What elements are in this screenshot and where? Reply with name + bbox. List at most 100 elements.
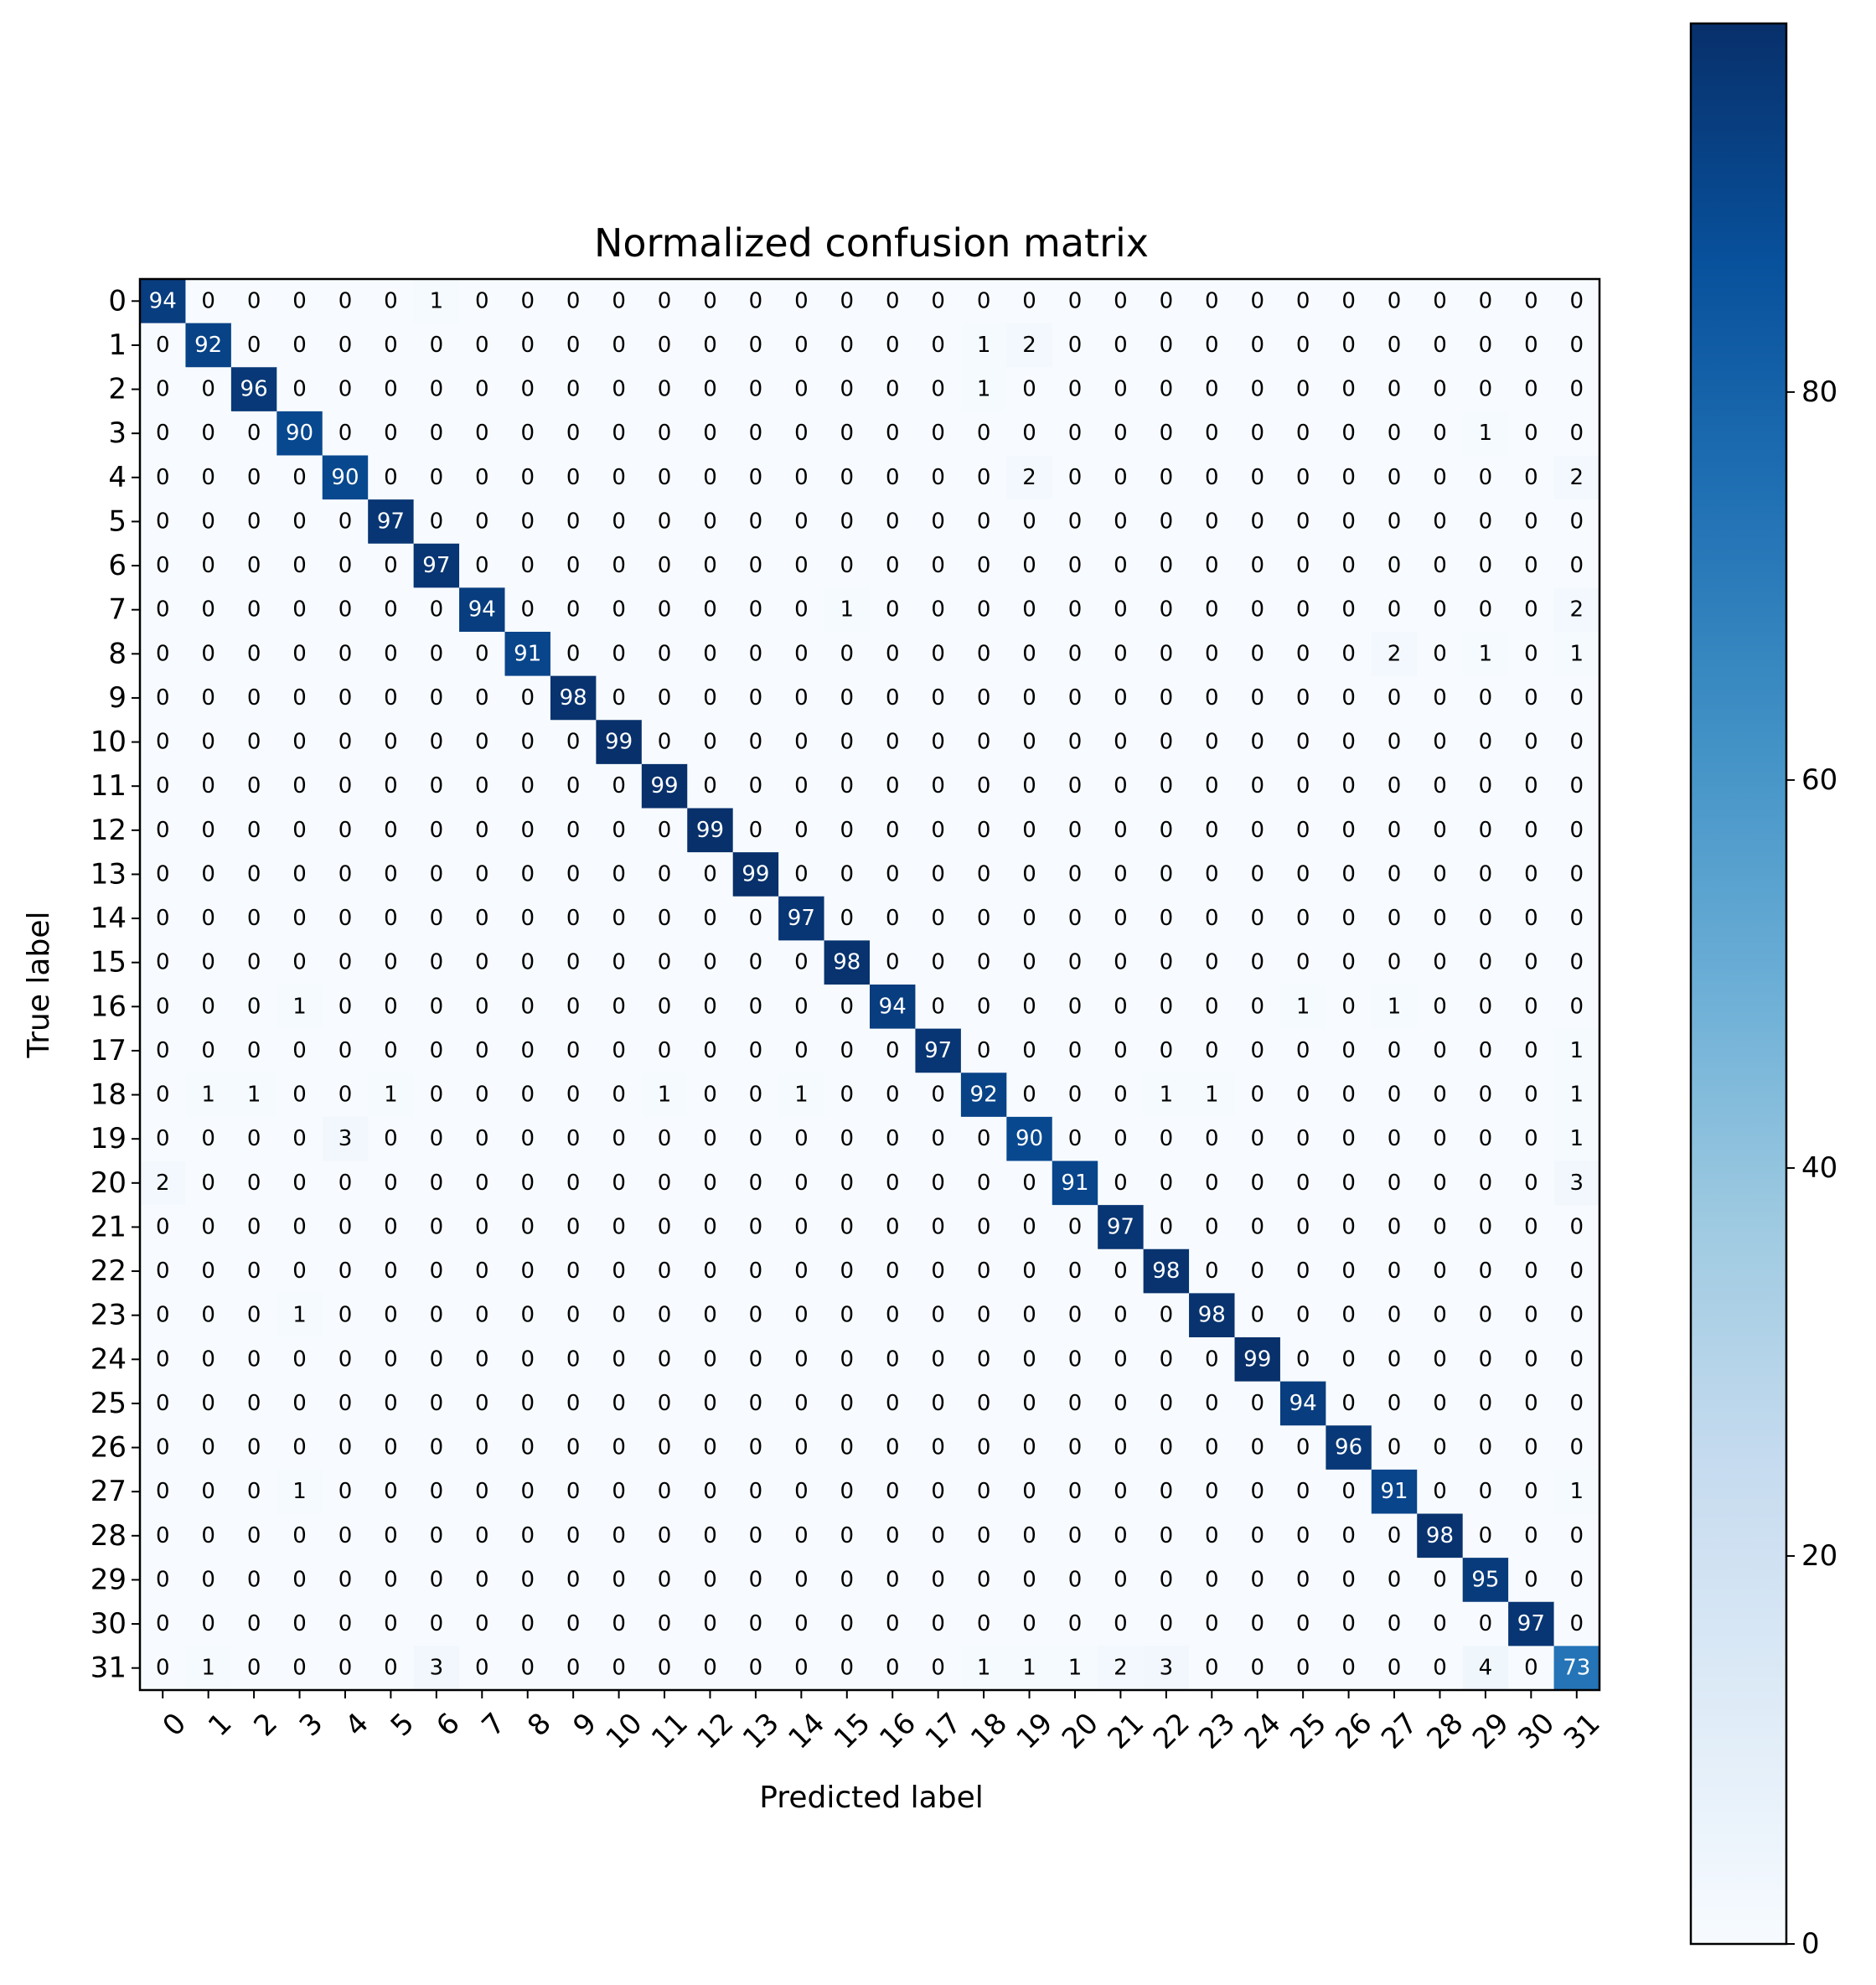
heatmap-cell <box>960 1205 1007 1250</box>
cell-value-label: 0 <box>1068 730 1083 755</box>
cell-value-label: 0 <box>339 1479 353 1504</box>
cell-value-label: 0 <box>156 1479 170 1504</box>
cell-value-label: 0 <box>156 1523 170 1548</box>
heatmap-cell <box>1417 1601 1464 1646</box>
heatmap-cell <box>459 763 506 809</box>
cell-value-label: 0 <box>1570 377 1584 402</box>
cell-value-label: 0 <box>703 641 717 666</box>
cell-value-label: 0 <box>430 773 444 799</box>
heatmap-cell <box>1098 1425 1145 1471</box>
heatmap-cell <box>1371 1293 1418 1338</box>
cell-value-label: 0 <box>1479 288 1493 313</box>
cell-value-label: 0 <box>1433 1656 1447 1681</box>
cell-value-label: 0 <box>1022 1259 1036 1284</box>
cell-value-label: 0 <box>1524 1523 1538 1548</box>
cell-value-label: 0 <box>840 994 855 1019</box>
cell-value-label: 0 <box>339 333 353 358</box>
heatmap-cell <box>185 587 232 633</box>
cell-value-label: 0 <box>1388 377 1402 402</box>
heatmap-cell <box>276 499 323 545</box>
heatmap-cell <box>1098 720 1145 765</box>
heatmap-cell <box>1508 543 1555 588</box>
heatmap-cell <box>1553 763 1600 809</box>
cell-value-label: 0 <box>520 1567 535 1592</box>
heatmap-cell <box>1189 720 1236 765</box>
heatmap-cell <box>778 1513 825 1559</box>
heatmap-cell <box>1508 323 1555 368</box>
heatmap-cell <box>732 1293 779 1338</box>
heatmap-cell <box>915 632 962 677</box>
cell-value-label: 0 <box>1433 1038 1447 1063</box>
heatmap-cell <box>870 1513 917 1559</box>
cell-value-label: 0 <box>292 1126 307 1151</box>
heatmap-cell <box>960 896 1007 941</box>
heatmap-cell <box>1326 1073 1372 1118</box>
heatmap-cell <box>687 808 734 853</box>
cell-value-label: 0 <box>1479 465 1493 490</box>
cell-value-label: 0 <box>156 377 170 402</box>
heatmap-cell <box>960 632 1007 677</box>
cell-value-label: 0 <box>1524 1171 1538 1196</box>
cell-value-label: 0 <box>840 1523 855 1548</box>
heatmap-cell <box>185 1601 232 1646</box>
cell-value-label: 0 <box>703 950 717 975</box>
cell-value-label: 0 <box>840 1038 855 1063</box>
cell-value-label: 0 <box>1160 773 1174 799</box>
cell-value-label: 0 <box>1114 421 1128 446</box>
cell-value-label: 0 <box>612 1303 626 1328</box>
heatmap-cell <box>550 632 597 677</box>
heatmap-cell <box>230 1513 277 1559</box>
heatmap-cell <box>778 1381 825 1426</box>
heatmap-cell <box>1371 1028 1418 1073</box>
heatmap-cell <box>1143 985 1190 1030</box>
heatmap-cell <box>915 763 962 809</box>
heatmap-cell <box>1326 940 1372 985</box>
cell-value-label: 0 <box>1296 1126 1310 1151</box>
cell-value-label: 0 <box>612 553 626 578</box>
heatmap-cell <box>413 1205 460 1250</box>
heatmap-cell <box>596 1161 643 1206</box>
cell-value-label: 0 <box>1433 994 1447 1019</box>
heatmap-cell <box>732 587 779 633</box>
heatmap-cell <box>1189 543 1236 588</box>
cell-value-label: 0 <box>520 730 535 755</box>
cell-value-label: 0 <box>886 1171 900 1196</box>
heatmap-cell <box>1006 1425 1053 1471</box>
cell-value-label: 0 <box>886 818 900 843</box>
heatmap-cell <box>1417 940 1464 985</box>
cell-value-label: 0 <box>1524 509 1538 534</box>
heatmap-cell <box>687 1028 734 1073</box>
cell-value-label: 0 <box>1433 1259 1447 1284</box>
cell-value-label: 0 <box>520 773 535 799</box>
heatmap-cell <box>1553 675 1600 721</box>
cell-value-label: 0 <box>156 597 170 623</box>
heatmap-cell <box>687 587 734 633</box>
cell-value-label: 0 <box>1205 641 1219 666</box>
heatmap-cell <box>1371 1646 1418 1691</box>
heatmap-cell <box>459 543 506 588</box>
cell-value-label: 0 <box>1479 818 1493 843</box>
cell-value-label: 0 <box>1433 509 1447 534</box>
heatmap-cell <box>1508 808 1555 853</box>
heatmap-cell <box>1508 1161 1555 1206</box>
heatmap-cell <box>459 1381 506 1426</box>
cell-value-label: 0 <box>1479 1391 1493 1416</box>
cell-value-label: 0 <box>430 465 444 490</box>
cell-value-label: 0 <box>931 465 945 490</box>
cell-value-label: 0 <box>1296 1171 1310 1196</box>
cell-value-label: 0 <box>384 950 398 975</box>
heatmap-cell <box>504 1248 551 1294</box>
cell-value-label: 0 <box>292 1259 307 1284</box>
cell-value-label: 0 <box>1205 1214 1219 1239</box>
heatmap-cell <box>778 367 825 412</box>
cell-value-label: 0 <box>384 1567 398 1592</box>
cell-value-label: 0 <box>612 773 626 799</box>
heatmap-cell <box>459 323 506 368</box>
cell-value-label: 0 <box>1433 1391 1447 1416</box>
heatmap-cell <box>1371 1116 1418 1162</box>
cell-value-label: 0 <box>1114 597 1128 623</box>
cell-value-label: 90 <box>331 465 359 490</box>
cell-value-label: 0 <box>794 1656 809 1681</box>
heatmap-cell <box>459 1425 506 1471</box>
heatmap-cell <box>1052 1116 1098 1162</box>
